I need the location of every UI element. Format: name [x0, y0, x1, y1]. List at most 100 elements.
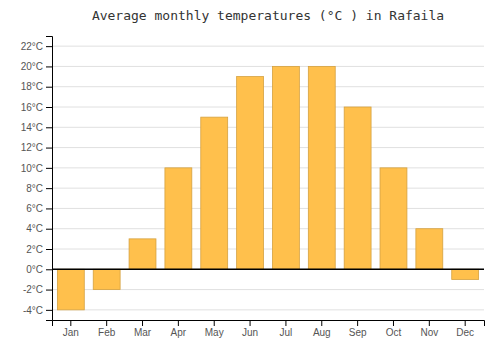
- x-tick: Oct: [386, 320, 402, 338]
- x-tick: Apr: [171, 320, 187, 338]
- y-tick: 22°C: [21, 41, 52, 52]
- grid: [52, 46, 484, 310]
- x-tick: May: [205, 320, 224, 338]
- y-tick-mark: [46, 66, 52, 67]
- x-tick-label: Jun: [242, 327, 258, 338]
- grid-line: [52, 309, 484, 310]
- x-tick-label: Feb: [98, 327, 116, 338]
- grid-line: [52, 167, 484, 168]
- x-tick: Aug: [313, 320, 331, 338]
- x-tick-mark: [142, 320, 143, 326]
- x-axis-line: [53, 321, 485, 327]
- x-tick-mark: [357, 320, 358, 326]
- y-tick-label: 6°C: [26, 203, 43, 214]
- grid-line: [52, 66, 484, 67]
- y-tick-label: 10°C: [21, 163, 43, 174]
- y-tick-mark: [46, 249, 52, 250]
- y-tick-mark: [46, 148, 52, 149]
- bar: [129, 239, 156, 269]
- bar: [165, 168, 192, 269]
- bar: [380, 168, 407, 269]
- bar: [201, 117, 228, 269]
- grid-line: [52, 269, 484, 270]
- y-tick-label: 8°C: [26, 183, 43, 194]
- x-tick-label: Aug: [313, 327, 331, 338]
- x-tick-mark: [465, 320, 466, 326]
- y-tick-label: 16°C: [21, 102, 43, 113]
- y-tick-label: -2°C: [23, 284, 43, 295]
- x-tick: Jul: [280, 320, 293, 338]
- y-tick-mark: [46, 229, 52, 230]
- y-tick-mark: [46, 87, 52, 88]
- grid-line: [52, 147, 484, 148]
- y-tick: 2°C: [26, 244, 52, 255]
- bars: [57, 66, 478, 309]
- y-axis: -4°C -2°C 0°C 2°C 4°C 6°C 8°C 10°C 12°C 14°C 16°C 1…: [21, 37, 53, 321]
- y-tick: 18°C: [21, 81, 52, 92]
- y-tick: 20°C: [21, 61, 52, 72]
- y-tick-mark: [46, 188, 52, 189]
- y-tick: 10°C: [21, 163, 52, 174]
- bar: [237, 77, 264, 270]
- y-tick: -2°C: [23, 284, 52, 295]
- x-tick-mark: [285, 320, 286, 326]
- x-tick-label: Nov: [420, 327, 438, 338]
- x-tick-label: Apr: [171, 327, 187, 338]
- x-tick-label: Sep: [349, 327, 367, 338]
- x-tick: Jun: [242, 320, 258, 338]
- x-tick-mark: [70, 320, 71, 326]
- bar: [416, 229, 443, 270]
- x-tick-mark: [106, 320, 107, 326]
- y-tick-label: 20°C: [21, 61, 43, 72]
- x-tick: Feb: [98, 320, 116, 338]
- x-axis: Jan Feb Mar Apr May Jun Jul Aug Sep Oct Nov Dec: [53, 320, 485, 338]
- grid-line: [52, 188, 484, 189]
- x-tick-label: Jan: [63, 327, 79, 338]
- y-tick-mark: [46, 208, 52, 209]
- y-tick: -4°C: [23, 305, 52, 316]
- grid-line: [52, 107, 484, 108]
- y-tick-mark: [46, 46, 52, 47]
- y-tick-mark: [46, 269, 52, 270]
- x-tick-mark: [321, 320, 322, 326]
- x-tick-mark: [178, 320, 179, 326]
- y-tick-mark: [46, 107, 52, 108]
- y-tick: 12°C: [21, 142, 52, 153]
- grid-line: [52, 127, 484, 128]
- chart: -4°C -2°C 0°C 2°C 4°C 6°C 8°C 10°C 12°C 14°C 16°C 1…: [0, 0, 500, 350]
- y-tick-mark: [46, 310, 52, 311]
- y-tick-label: -4°C: [23, 305, 43, 316]
- x-tick: Mar: [134, 320, 152, 338]
- y-tick-mark: [46, 168, 52, 169]
- y-tick: 14°C: [21, 122, 52, 133]
- y-tick-mark: [46, 127, 52, 128]
- y-tick: 0°C: [26, 264, 52, 275]
- y-tick-label: 14°C: [21, 122, 43, 133]
- y-tick: 4°C: [26, 223, 52, 234]
- y-tick-label: 12°C: [21, 142, 43, 153]
- bar: [308, 66, 335, 269]
- x-tick-label: May: [205, 327, 224, 338]
- x-tick: Nov: [420, 320, 438, 338]
- x-tick: Dec: [456, 320, 474, 338]
- zero-line: [52, 269, 484, 271]
- x-tick-label: Oct: [386, 327, 402, 338]
- y-tick-label: 4°C: [26, 223, 43, 234]
- y-tick-label: 0°C: [26, 264, 43, 275]
- grid-line: [52, 46, 484, 47]
- y-tick-label: 22°C: [21, 41, 43, 52]
- y-tick: 8°C: [26, 183, 52, 194]
- bar: [272, 66, 299, 269]
- y-tick: 16°C: [21, 102, 52, 113]
- y-tick-mark: [46, 290, 52, 291]
- x-tick: Sep: [349, 320, 367, 338]
- y-tick-label: 2°C: [26, 244, 43, 255]
- y-axis-line: [46, 37, 53, 321]
- bar: [344, 107, 371, 269]
- x-tick-mark: [393, 320, 394, 326]
- grid-line: [52, 208, 484, 209]
- bar: [57, 269, 84, 310]
- x-tick-label: Dec: [456, 327, 474, 338]
- y-tick: 6°C: [26, 203, 52, 214]
- plot: -4°C -2°C 0°C 2°C 4°C 6°C 8°C 10°C 12°C 14°C 16°C 1…: [21, 37, 485, 339]
